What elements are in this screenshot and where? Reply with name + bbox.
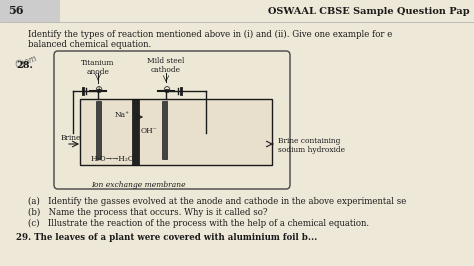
Text: Brine: Brine bbox=[61, 134, 82, 142]
Text: (c)   Illustrate the reaction of the process with the help of a chemical equatio: (c) Illustrate the reaction of the proce… bbox=[28, 219, 369, 228]
Text: Chem: Chem bbox=[14, 54, 38, 70]
Text: 29. The leaves of a plant were covered with aluminium foil b...: 29. The leaves of a plant were covered w… bbox=[16, 233, 317, 242]
Text: 56: 56 bbox=[8, 6, 24, 16]
Text: Titanium
anode: Titanium anode bbox=[81, 59, 115, 76]
Bar bbox=[96, 101, 101, 159]
Text: balanced chemical equation.: balanced chemical equation. bbox=[28, 40, 151, 49]
Text: Mild steel
cathode: Mild steel cathode bbox=[147, 57, 185, 74]
Text: ⊕: ⊕ bbox=[94, 85, 102, 95]
Text: H₂O→→H₂O: H₂O→→H₂O bbox=[91, 155, 135, 163]
Text: OSWAAL CBSE Sample Question Pap: OSWAAL CBSE Sample Question Pap bbox=[268, 6, 470, 15]
Bar bbox=[162, 101, 167, 159]
Text: Ion exchange membrane: Ion exchange membrane bbox=[91, 181, 185, 189]
Text: (b)   Name the process that occurs. Why is it called so?: (b) Name the process that occurs. Why is… bbox=[28, 208, 268, 217]
Text: Brine containing
sodium hydroxide: Brine containing sodium hydroxide bbox=[278, 137, 345, 154]
Text: Identify the types of reaction mentioned above in (i) and (ii). Give one example: Identify the types of reaction mentioned… bbox=[28, 30, 392, 39]
Text: ⊖: ⊖ bbox=[162, 85, 170, 95]
Bar bbox=[0, 0, 60, 22]
Bar bbox=[80, 99, 272, 165]
Bar bbox=[132, 99, 139, 165]
FancyBboxPatch shape bbox=[54, 51, 290, 189]
Text: OH⁻: OH⁻ bbox=[141, 127, 158, 135]
Text: 28.: 28. bbox=[16, 61, 33, 70]
Text: Na⁺: Na⁺ bbox=[115, 111, 130, 119]
Text: (a)   Identify the gasses evolved at the anode and cathode in the above experime: (a) Identify the gasses evolved at the a… bbox=[28, 197, 406, 206]
